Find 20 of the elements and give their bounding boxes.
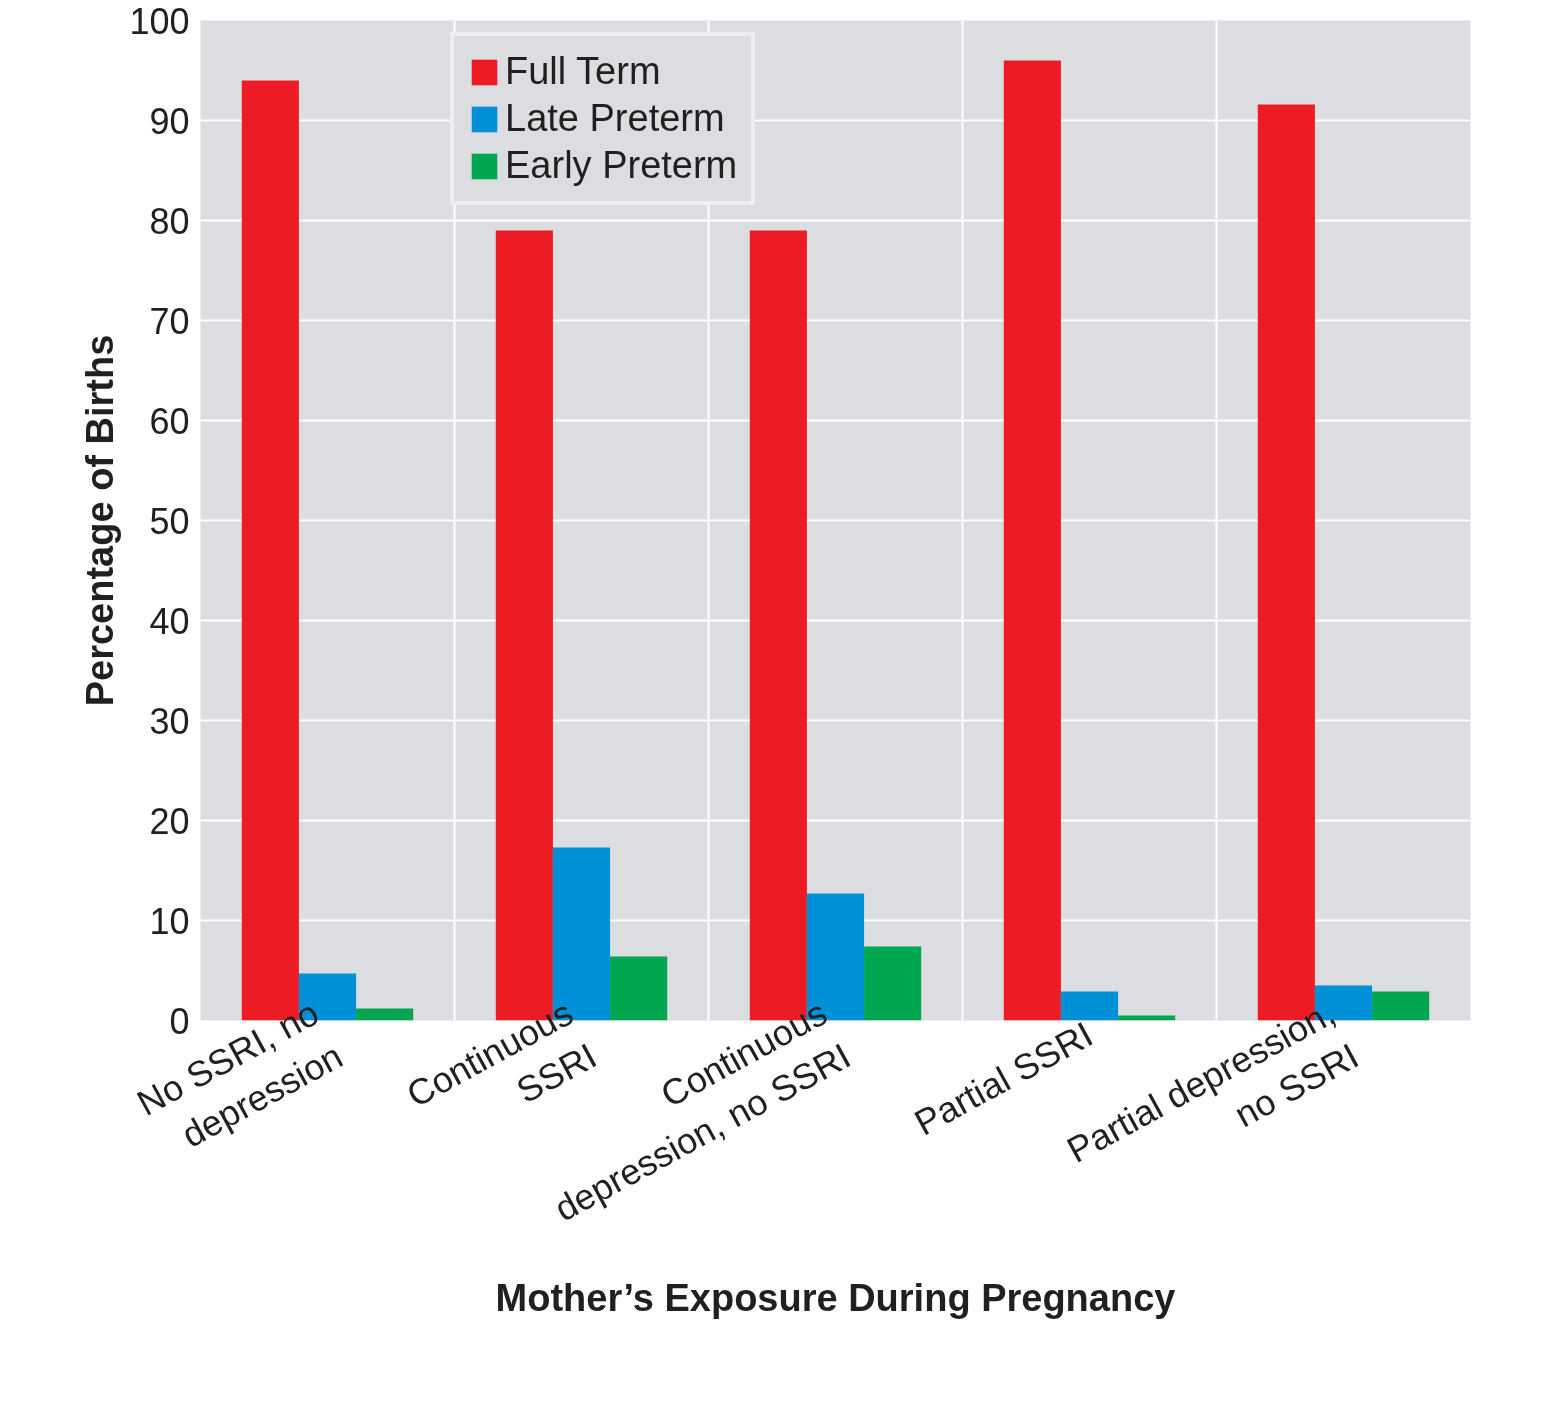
y-tick-label: 20 [149,800,190,842]
legend-label: Early Preterm [505,144,738,187]
y-tick-label: 60 [149,400,190,442]
y-tick-label: 0 [169,1000,190,1042]
y-axis-title: Percentage of Births [79,334,122,707]
bar [1372,991,1430,1021]
y-tick-label: 40 [149,600,190,642]
y-tick-label: 10 [149,900,190,942]
bar [864,946,922,1021]
bar [1060,991,1119,1021]
y-tick-label: 100 [129,0,190,42]
legend-label: Late Preterm [505,97,725,140]
x-axis-title: Mother’s Exposure During Pregnancy [495,1276,1176,1319]
y-tick-label: 90 [149,100,190,142]
y-tick-label: 70 [149,300,190,342]
legend-label: Full Term [505,50,661,93]
y-tick-label: 80 [149,200,190,242]
y-tick-label: 30 [149,700,190,742]
y-tick-label: 50 [149,500,190,542]
bar [1003,60,1061,1021]
